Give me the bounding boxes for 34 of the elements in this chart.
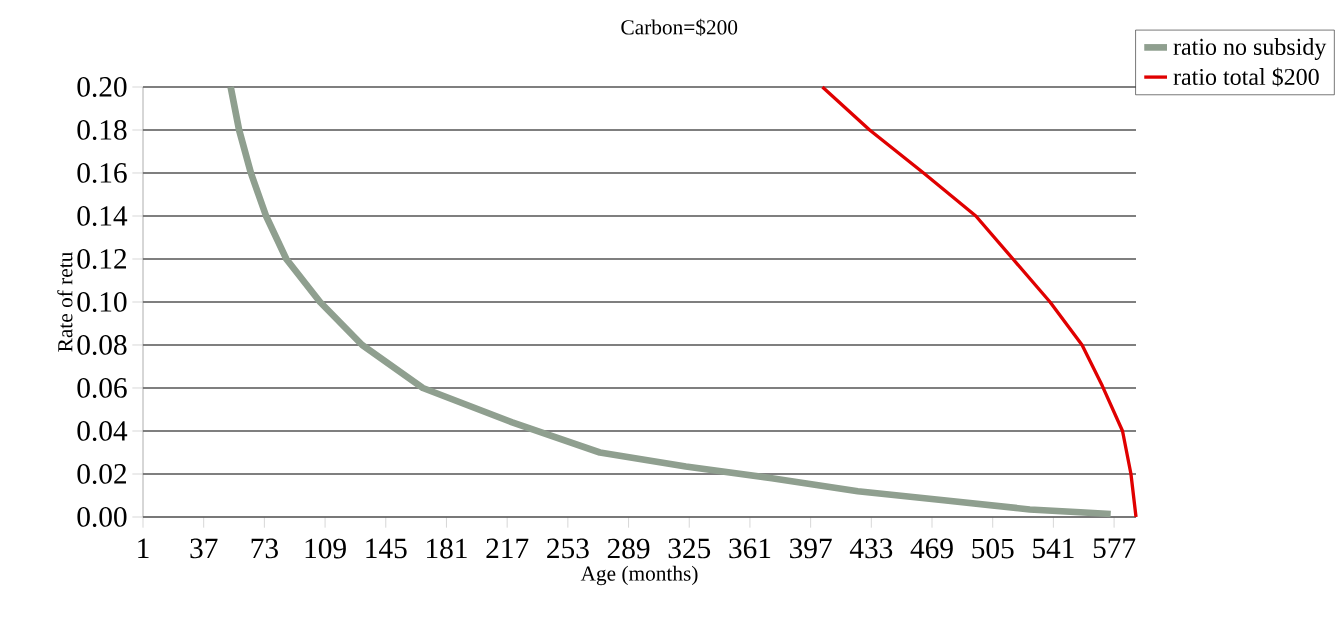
x-tick-label: 73 — [251, 538, 278, 559]
x-tick-label: 181 — [427, 538, 467, 559]
line-series — [820, 85, 1138, 519]
x-tick-label: 361 — [729, 538, 771, 559]
y-tick-label: 0.04 — [77, 421, 128, 441]
legend-label: ratio total $200 — [1173, 67, 1319, 87]
y-tick-label: 0.14 — [77, 206, 128, 226]
y-tick-label: 0.12 — [77, 249, 127, 269]
x-tick-label: 397 — [790, 538, 832, 559]
x-tick-label: 145 — [366, 538, 407, 559]
y-axis-title: Rate of retu — [57, 252, 73, 352]
x-tick-label: 109 — [305, 538, 346, 559]
y-tick-label: 0.06 — [77, 378, 127, 398]
x-tick-label: 253 — [547, 538, 589, 559]
x-tick-label: 541 — [1033, 538, 1074, 559]
x-tick-label: 1 — [138, 538, 149, 558]
y-tick-label: 0.20 — [77, 77, 127, 97]
y-tick-label: 0.00 — [77, 507, 127, 527]
y-tick-label: 0.10 — [77, 292, 127, 312]
x-tick-label: 433 — [849, 538, 893, 559]
x-tick-label: 505 — [972, 538, 1014, 559]
legend-label: ratio no subsidy — [1173, 38, 1327, 60]
x-tick-label: 325 — [668, 538, 711, 559]
x-tick-label: 289 — [607, 538, 650, 559]
x-axis-title: Age (months) — [580, 565, 698, 586]
x-tick-label: 217 — [486, 538, 529, 559]
chart-title: Carbon=$200 — [621, 18, 738, 36]
y-tick-label: 0.18 — [77, 120, 127, 140]
x-tick-label: 577 — [1093, 538, 1136, 559]
y-tick-label: 0.08 — [77, 335, 127, 355]
x-tick-label: 37 — [190, 538, 218, 559]
y-tick-label: 0.16 — [77, 163, 127, 183]
x-tick-label: 469 — [910, 538, 953, 559]
y-tick-label: 0.02 — [77, 464, 127, 484]
